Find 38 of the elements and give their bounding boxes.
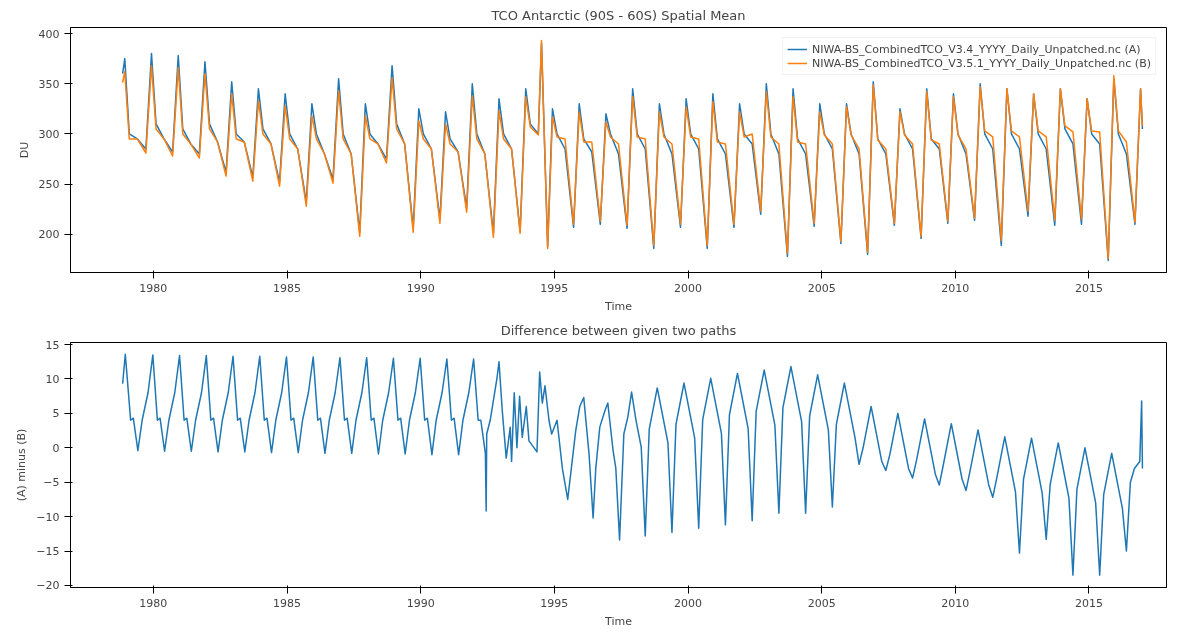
- x-tick-label: 2010: [941, 281, 970, 295]
- y-tick-label: 350: [38, 77, 60, 91]
- x-tick-label: 2005: [807, 281, 836, 295]
- y-tick-label: 250: [38, 178, 60, 192]
- x-tick-label: 1995: [540, 281, 569, 295]
- x-tick-label: 1995: [540, 596, 569, 610]
- y-tick-label: −20: [36, 579, 60, 593]
- y-tick-label: 300: [38, 127, 60, 141]
- x-tick-label: 1985: [273, 596, 302, 610]
- y-tick-label: 0: [52, 441, 60, 455]
- x-tick-label: 2000: [674, 281, 703, 295]
- y-tick-label: 10: [45, 372, 60, 386]
- chart-title: Difference between given two paths: [500, 322, 737, 338]
- x-axis-title: Time: [604, 614, 633, 628]
- x-tick-label: 2015: [1074, 596, 1103, 610]
- y-tick-label: 15: [45, 338, 60, 352]
- legend-label: NIWA-BS_CombinedTCO_V3.5.1_YYYY_Daily_Unpatched.nc (B): [812, 56, 1151, 70]
- y-tick-label: −15: [36, 545, 60, 559]
- y-tick-label: −5: [43, 476, 60, 490]
- x-tick-label: 2000: [674, 596, 703, 610]
- x-tick-label: 1990: [406, 281, 435, 295]
- x-tick-label: 2015: [1074, 281, 1103, 295]
- line-series: [121, 353, 1144, 576]
- x-tick-label: 2005: [807, 596, 836, 610]
- y-axis-title: DU: [17, 141, 31, 159]
- legend-label: NIWA-BS_CombinedTCO_V3.4_YYYY_Daily_Unpatched.nc (A): [812, 42, 1141, 56]
- x-tick-label: 1980: [139, 596, 168, 610]
- y-tick-label: 5: [52, 407, 60, 421]
- x-axis-title: Time: [604, 299, 633, 313]
- y-tick-label: 400: [38, 27, 60, 41]
- chart-title: TCO Antarctic (90S - 60S) Spatial Mean: [490, 7, 746, 23]
- x-tick-label: 2010: [941, 596, 970, 610]
- x-tick-label: 1980: [139, 281, 168, 295]
- x-tick-label: 1990: [406, 596, 435, 610]
- y-axis-title: (A) minus (B): [15, 428, 29, 502]
- y-tick-label: 200: [38, 228, 60, 242]
- x-tick-label: 1985: [273, 281, 302, 295]
- y-tick-label: −10: [36, 510, 60, 524]
